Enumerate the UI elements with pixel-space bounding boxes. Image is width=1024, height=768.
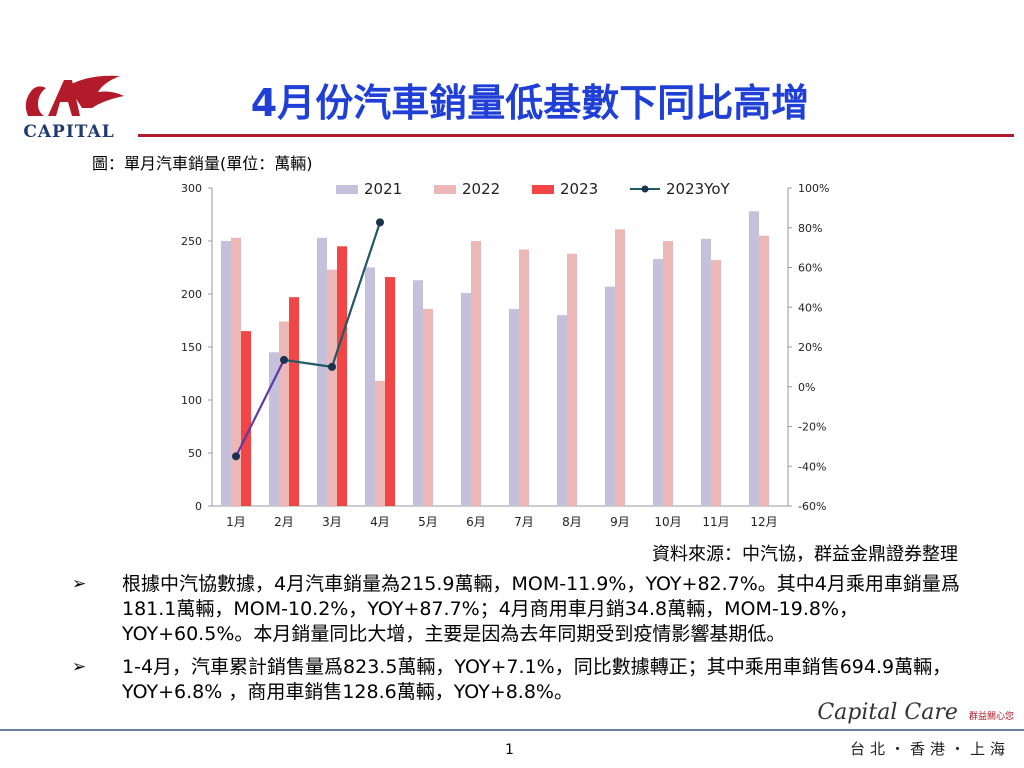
yoy-line-segment xyxy=(235,359,285,457)
x-tick-label: 7月 xyxy=(514,515,534,529)
x-tick-label: 2月 xyxy=(274,515,294,529)
bar-2022 xyxy=(279,321,289,506)
y2-tick-label: 20% xyxy=(798,341,822,354)
bar-2022 xyxy=(615,229,625,506)
y2-tick-label: 80% xyxy=(798,222,822,235)
yoy-point xyxy=(328,362,336,371)
x-tick-label: 9月 xyxy=(610,515,630,529)
x-tick-label: 12月 xyxy=(750,515,777,529)
y-tick-label: 200 xyxy=(181,288,202,301)
x-tick-label: 10月 xyxy=(654,515,681,529)
y2-tick-label: 40% xyxy=(798,301,822,314)
logo-text: CAPITAL xyxy=(23,122,115,142)
title-divider xyxy=(138,134,1014,137)
bar-2022 xyxy=(471,241,481,506)
legend-label-2023: 2023 xyxy=(560,180,598,198)
bar-2021 xyxy=(461,292,471,506)
legend-swatch-2023 xyxy=(532,185,554,194)
bar-2021 xyxy=(317,237,327,506)
page-title: 4月份汽車銷量低基數下同比高增 xyxy=(250,81,810,125)
y2-tick-label: 60% xyxy=(798,262,822,275)
y2-tick-label: 100% xyxy=(798,182,829,195)
x-tick-label: 5月 xyxy=(418,515,438,529)
y2-tick-label: -60% xyxy=(798,500,826,513)
bullet-item: ➢ 根據中汽協數據，4月汽車銷量為215.9萬輛，MOM-11.9%，YOY+8… xyxy=(72,572,972,647)
bullet-text: 1-4月，汽車累計銷售量爲823.5萬輛，YOY+7.1%，同比數據轉正；其中乘… xyxy=(122,656,952,703)
yoy-line-segment xyxy=(283,358,333,368)
bar-2022 xyxy=(327,269,337,506)
bullet-list: ➢ 根據中汽協數據，4月汽車銷量為215.9萬輛，MOM-11.9%，YOY+8… xyxy=(72,572,972,713)
monthly-auto-sales-chart: 0 50 100 150 200 250 300 -60% -40% -20% 0% 20% 40% 60… xyxy=(181,180,829,529)
source-note: 資料來源：中汽協，群益金鼎證券整理 xyxy=(652,544,958,565)
bar-2022 xyxy=(759,235,769,506)
x-tick-label: 6月 xyxy=(466,515,486,529)
bullet-arrow-icon: ➢ xyxy=(72,574,87,594)
bar-2021 xyxy=(749,211,759,506)
bar-2021 xyxy=(221,241,231,506)
bar-2023 xyxy=(337,246,347,507)
bar-2021 xyxy=(605,286,615,506)
bar-2021 xyxy=(557,315,567,506)
bullet-text: 根據中汽協數據，4月汽車銷量為215.9萬輛，MOM-11.9%，YOY+82.… xyxy=(122,573,960,645)
bar-2022 xyxy=(567,253,577,506)
bar-2021 xyxy=(413,280,423,506)
x-tick-label: 4月 xyxy=(370,515,390,529)
x-tick-label: 1月 xyxy=(226,515,246,529)
bar-2021 xyxy=(269,352,279,506)
page-number: 1 xyxy=(505,742,514,758)
y2-tick-label: -20% xyxy=(798,421,826,434)
bar-2022 xyxy=(375,380,385,506)
yoy-point xyxy=(280,355,288,364)
y-tick-label: 150 xyxy=(181,341,202,354)
legend-label-2022: 2022 xyxy=(462,180,500,198)
y-tick-label: 0 xyxy=(195,500,202,513)
bar-2021 xyxy=(653,259,663,506)
brand-subtitle: 群益關心您 xyxy=(968,712,1014,722)
bar-2021 xyxy=(701,238,711,506)
bar-2021 xyxy=(365,267,375,506)
footer-divider xyxy=(0,729,1024,731)
legend-swatch-2022 xyxy=(434,185,456,194)
bar-2023 xyxy=(241,331,251,506)
bullet-arrow-icon: ➢ xyxy=(72,657,87,677)
yoy-point xyxy=(376,218,384,227)
bar-2022 xyxy=(711,260,721,506)
bullet-item: ➢ 1-4月，汽車累計銷售量爲823.5萬輛，YOY+7.1%，同比數據轉正；其… xyxy=(72,655,972,705)
y-tick-label: 50 xyxy=(188,447,202,460)
capital-care-brand: Capital Care 群益關心您 xyxy=(814,700,1014,725)
brand-cities: 台北・香港・上海 xyxy=(849,740,1010,758)
capital-eagle-logo-icon xyxy=(25,75,124,116)
yoy-line-segment xyxy=(330,222,382,368)
bar-2022 xyxy=(231,237,241,506)
legend-marker-yoy xyxy=(641,185,649,193)
x-tick-label: 3月 xyxy=(322,515,342,529)
y-tick-label: 250 xyxy=(181,235,202,248)
legend-swatch-2021 xyxy=(336,185,358,194)
yoy-point xyxy=(232,452,240,461)
bar-2022 xyxy=(663,241,673,506)
bar-2023 xyxy=(385,277,395,506)
x-tick-label: 8月 xyxy=(562,515,582,529)
x-tick-label: 11月 xyxy=(702,515,729,529)
y2-tick-label: 0% xyxy=(798,381,815,394)
brand-script-logo: Capital Care xyxy=(817,700,958,725)
bar-2022 xyxy=(423,308,433,506)
capital-logo: CAPITAL xyxy=(8,72,130,142)
figure-caption: 圖：單月汽車銷量(單位：萬輛) xyxy=(92,154,313,173)
legend-label-yoy: 2023YoY xyxy=(666,180,731,198)
bar-2022 xyxy=(519,249,529,506)
y-tick-label: 100 xyxy=(181,394,202,407)
legend-label-2021: 2021 xyxy=(364,180,402,198)
y-tick-label: 300 xyxy=(181,182,202,195)
bar-2023 xyxy=(289,297,299,506)
y2-tick-label: -40% xyxy=(798,460,826,473)
bar-2021 xyxy=(509,308,519,506)
